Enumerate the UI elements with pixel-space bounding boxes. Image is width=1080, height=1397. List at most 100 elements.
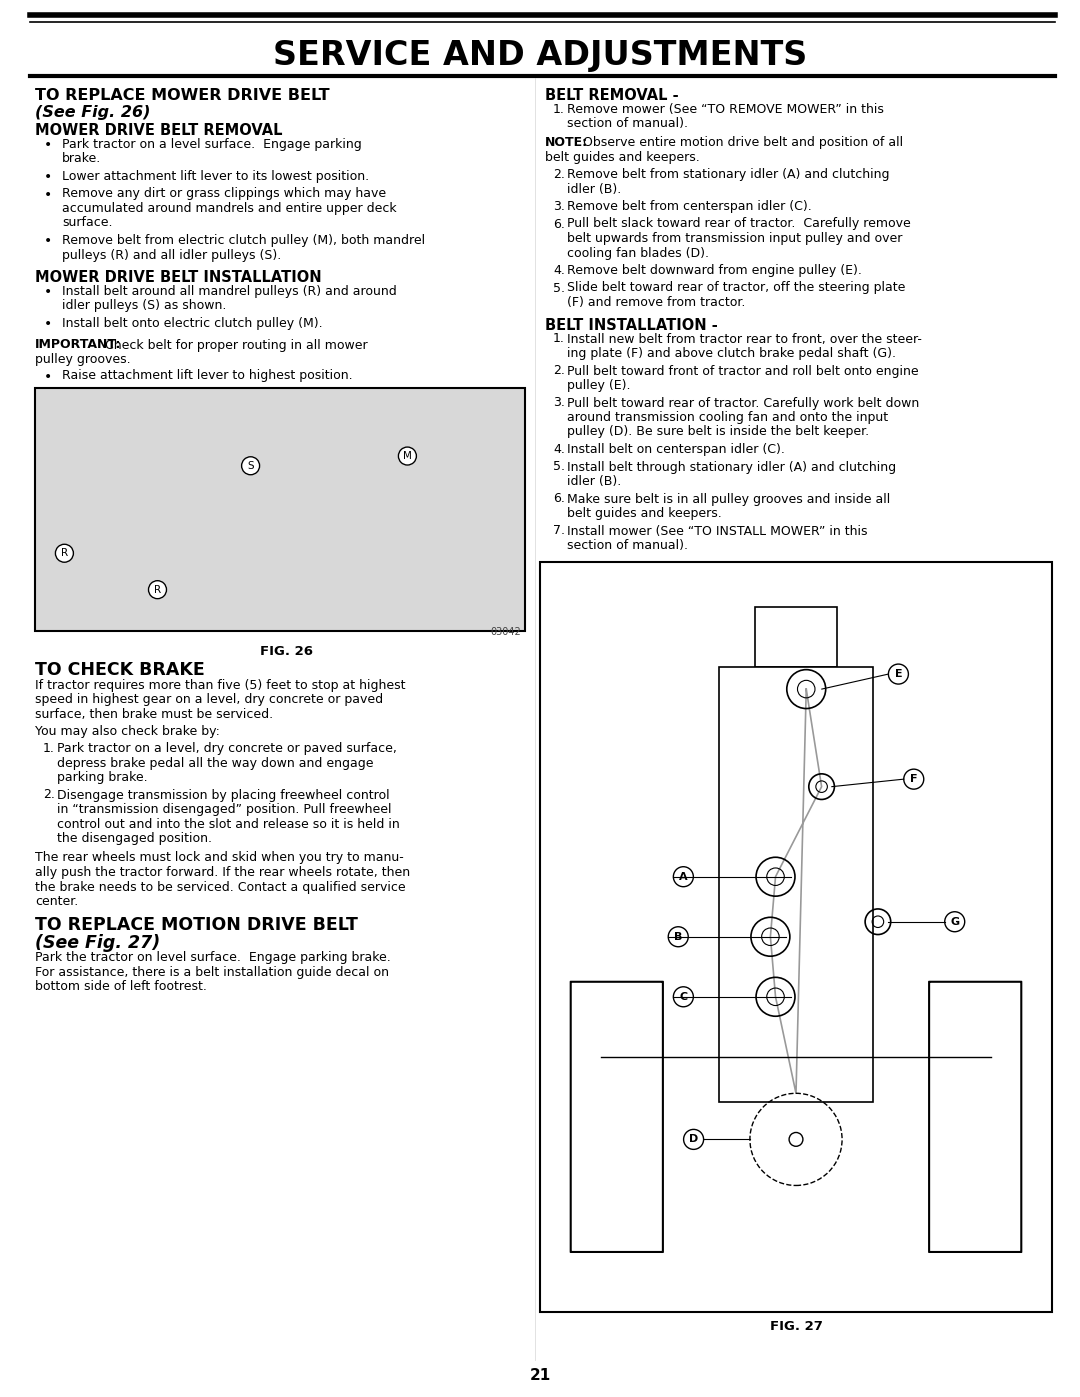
Circle shape (889, 664, 908, 685)
Text: idler (B).: idler (B). (567, 183, 621, 196)
Text: Lower attachment lift lever to its lowest position.: Lower attachment lift lever to its lowes… (62, 170, 369, 183)
Text: You may also check brake by:: You may also check brake by: (35, 725, 220, 739)
Text: For assistance, there is a belt installation guide decal on: For assistance, there is a belt installa… (35, 965, 389, 979)
Text: 1.: 1. (43, 742, 55, 754)
Text: Install mower (See “TO INSTALL MOWER” in this: Install mower (See “TO INSTALL MOWER” in… (567, 524, 867, 538)
Text: pulley (D). Be sure belt is inside the belt keeper.: pulley (D). Be sure belt is inside the b… (567, 426, 869, 439)
Circle shape (669, 926, 688, 947)
Text: S: S (247, 461, 254, 471)
Text: Install belt around all mandrel pulleys (R) and around: Install belt around all mandrel pulleys … (62, 285, 396, 298)
Text: 5.: 5. (553, 282, 565, 295)
Bar (540, 562, 1052, 1312)
Text: FIG. 26: FIG. 26 (260, 645, 313, 658)
Text: •: • (44, 170, 52, 184)
Text: the brake needs to be serviced. Contact a qualified service: the brake needs to be serviced. Contact … (35, 880, 406, 894)
Text: Install new belt from tractor rear to front, over the steer-: Install new belt from tractor rear to fr… (567, 332, 922, 345)
Bar (719, 666, 873, 1102)
Circle shape (684, 1129, 703, 1150)
Circle shape (242, 457, 259, 475)
Text: surface.: surface. (62, 217, 112, 229)
Text: section of manual).: section of manual). (567, 539, 688, 552)
Text: 1.: 1. (553, 103, 565, 116)
Text: TO CHECK BRAKE: TO CHECK BRAKE (35, 661, 205, 679)
Text: 5.: 5. (553, 461, 565, 474)
Text: section of manual).: section of manual). (567, 117, 688, 130)
Text: 6.: 6. (553, 218, 565, 231)
Text: •: • (44, 369, 52, 384)
Text: R: R (60, 548, 68, 559)
Text: TO REPLACE MOTION DRIVE BELT: TO REPLACE MOTION DRIVE BELT (35, 915, 357, 933)
Text: in “transmission disengaged” position. Pull freewheel: in “transmission disengaged” position. P… (57, 803, 391, 816)
Text: BELT REMOVAL -: BELT REMOVAL - (545, 88, 678, 103)
Text: 4.: 4. (553, 443, 565, 455)
Text: (See Fig. 27): (See Fig. 27) (35, 933, 160, 951)
Text: the disengaged position.: the disengaged position. (57, 833, 212, 845)
Text: surface, then brake must be serviced.: surface, then brake must be serviced. (35, 708, 273, 721)
Circle shape (55, 545, 73, 562)
Text: (See Fig. 26): (See Fig. 26) (35, 105, 150, 120)
Text: E: E (894, 669, 902, 679)
Text: cooling fan blades (D).: cooling fan blades (D). (567, 246, 708, 260)
Text: idler (B).: idler (B). (567, 475, 621, 488)
Text: pulleys (R) and all idler pulleys (S).: pulleys (R) and all idler pulleys (S). (62, 249, 281, 261)
Text: Raise attachment lift lever to highest position.: Raise attachment lift lever to highest p… (62, 369, 353, 383)
Text: 6.: 6. (553, 493, 565, 506)
Text: Pull belt toward rear of tractor. Carefully work belt down: Pull belt toward rear of tractor. Carefu… (567, 397, 919, 409)
Text: IMPORTANT:: IMPORTANT: (35, 338, 121, 352)
Text: Remove any dirt or grass clippings which may have: Remove any dirt or grass clippings which… (62, 187, 387, 201)
Text: 21: 21 (529, 1368, 551, 1383)
Text: The rear wheels must lock and skid when you try to manu-: The rear wheels must lock and skid when … (35, 852, 404, 865)
FancyBboxPatch shape (570, 982, 663, 1252)
Text: Observe entire motion drive belt and position of all: Observe entire motion drive belt and pos… (579, 136, 903, 149)
Text: 7.: 7. (553, 524, 565, 538)
Text: Check belt for proper routing in all mower: Check belt for proper routing in all mow… (97, 338, 367, 352)
Text: Install belt on centerspan idler (C).: Install belt on centerspan idler (C). (567, 443, 785, 455)
Text: MOWER DRIVE BELT REMOVAL: MOWER DRIVE BELT REMOVAL (35, 123, 283, 138)
Text: BELT INSTALLATION -: BELT INSTALLATION - (545, 317, 718, 332)
Text: belt guides and keepers.: belt guides and keepers. (545, 151, 700, 163)
Text: M: M (403, 451, 411, 461)
Text: Pull belt toward front of tractor and roll belt onto engine: Pull belt toward front of tractor and ro… (567, 365, 919, 377)
Text: Remove belt downward from engine pulley (E).: Remove belt downward from engine pulley … (567, 264, 862, 277)
Text: ally push the tractor forward. If the rear wheels rotate, then: ally push the tractor forward. If the re… (35, 866, 410, 879)
Text: Park the tractor on level surface.  Engage parking brake.: Park the tractor on level surface. Engag… (35, 951, 391, 964)
Text: •: • (44, 317, 52, 331)
Circle shape (673, 986, 693, 1007)
Text: pulley (E).: pulley (E). (567, 379, 631, 393)
Circle shape (399, 447, 417, 465)
Text: B: B (674, 932, 683, 942)
Text: 2.: 2. (553, 365, 565, 377)
Text: •: • (44, 187, 52, 201)
Text: Slide belt toward rear of tractor, off the steering plate: Slide belt toward rear of tractor, off t… (567, 282, 905, 295)
Text: brake.: brake. (62, 152, 102, 165)
Text: R: R (154, 585, 161, 595)
Text: around transmission cooling fan and onto the input: around transmission cooling fan and onto… (567, 411, 888, 425)
Text: FIG. 27: FIG. 27 (770, 1320, 823, 1334)
Text: Install belt onto electric clutch pulley (M).: Install belt onto electric clutch pulley… (62, 317, 323, 330)
Text: MOWER DRIVE BELT INSTALLATION: MOWER DRIVE BELT INSTALLATION (35, 270, 322, 285)
Text: Make sure belt is in all pulley grooves and inside all: Make sure belt is in all pulley grooves … (567, 493, 890, 506)
Text: Disengage transmission by placing freewheel control: Disengage transmission by placing freewh… (57, 788, 390, 802)
Circle shape (673, 866, 693, 887)
Text: C: C (679, 992, 688, 1002)
Bar (755, 606, 837, 666)
Bar (35, 388, 525, 631)
Text: speed in highest gear on a level, dry concrete or paved: speed in highest gear on a level, dry co… (35, 693, 383, 707)
Text: Park tractor on a level, dry concrete or paved surface,: Park tractor on a level, dry concrete or… (57, 742, 396, 754)
Text: ing plate (F) and above clutch brake pedal shaft (G).: ing plate (F) and above clutch brake ped… (567, 346, 896, 360)
Text: 3.: 3. (553, 397, 565, 409)
Text: depress brake pedal all the way down and engage: depress brake pedal all the way down and… (57, 757, 374, 770)
Text: If tractor requires more than five (5) feet to stop at highest: If tractor requires more than five (5) f… (35, 679, 405, 692)
Text: F: F (910, 774, 918, 784)
Text: center.: center. (35, 895, 78, 908)
Text: control out and into the slot and release so it is held in: control out and into the slot and releas… (57, 817, 400, 830)
Text: 1.: 1. (553, 332, 565, 345)
Text: 4.: 4. (553, 264, 565, 277)
Text: 03042: 03042 (490, 627, 521, 637)
Text: NOTE:: NOTE: (545, 136, 589, 149)
Text: Install belt through stationary idler (A) and clutching: Install belt through stationary idler (A… (567, 461, 896, 474)
Text: pulley grooves.: pulley grooves. (35, 353, 131, 366)
Circle shape (904, 770, 923, 789)
Text: •: • (44, 138, 52, 152)
Text: 2.: 2. (43, 788, 55, 802)
